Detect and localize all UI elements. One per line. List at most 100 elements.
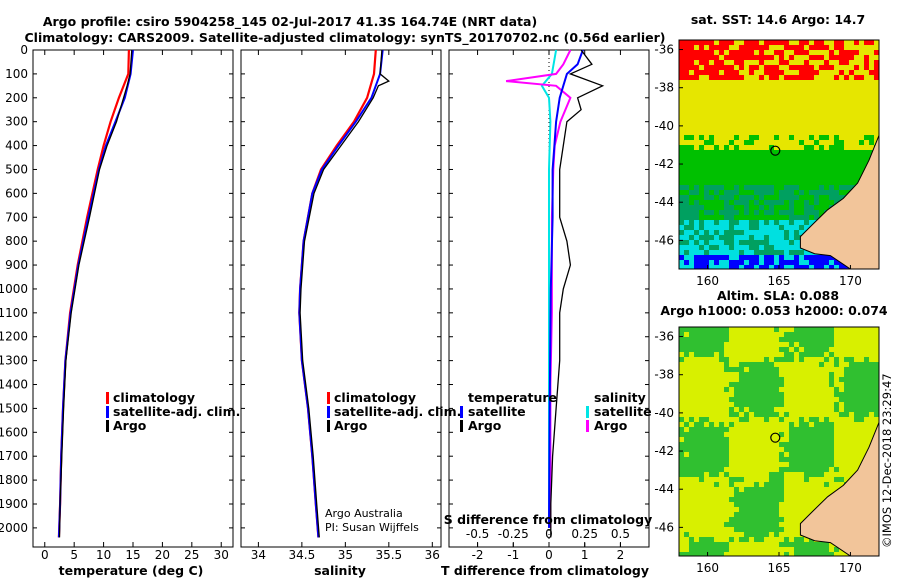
map-cell [714, 160, 719, 165]
map-cell [759, 45, 764, 50]
map-cell [804, 467, 809, 472]
map-cell [714, 165, 719, 170]
map-cell [839, 95, 844, 100]
map-cell [714, 467, 719, 472]
map-cell [724, 55, 729, 60]
map-cell [709, 327, 714, 332]
map-cell [719, 105, 724, 110]
map-cell [744, 472, 749, 477]
map-cell [799, 392, 804, 397]
map-cell [874, 362, 879, 367]
map-cell [764, 210, 769, 215]
map-cell [714, 437, 719, 442]
map-cell [844, 55, 849, 60]
map-cell [704, 155, 709, 160]
map-cell [719, 497, 724, 502]
map-cell [814, 155, 819, 160]
map-cell [834, 372, 839, 377]
map-cell [749, 60, 754, 65]
map-cell [849, 387, 854, 392]
map-cell [839, 392, 844, 397]
profile-satellite-adj-clim- [298, 49, 384, 538]
map-cell [774, 125, 779, 130]
map-cell [739, 432, 744, 437]
map-cell [774, 422, 779, 427]
map-cell [684, 135, 689, 140]
legend-swatch-climatology [106, 392, 109, 404]
lat-tick-label: -44 [654, 195, 674, 209]
map-cell [794, 240, 799, 245]
map-cell [679, 552, 684, 556]
map-cell [719, 140, 724, 145]
map-cell [779, 327, 784, 332]
map-cell [819, 407, 824, 412]
depth-tick-label: 1600 [0, 425, 28, 439]
map-cell [799, 50, 804, 55]
map-cell [689, 165, 694, 170]
map-cell [704, 387, 709, 392]
map-cell [689, 40, 694, 45]
map-cell [849, 437, 854, 442]
map-cell [714, 100, 719, 105]
map-cell [714, 327, 719, 332]
map-cell [759, 115, 764, 120]
map-cell [779, 115, 784, 120]
map-cell [814, 412, 819, 417]
map-cell [689, 427, 694, 432]
map-cell [834, 90, 839, 95]
map-cell [754, 372, 759, 377]
map-cell [849, 95, 854, 100]
map-cell [779, 145, 784, 150]
map-cell [724, 497, 729, 502]
map-cell [709, 492, 714, 497]
map-cell [694, 205, 699, 210]
map-cell [869, 110, 874, 115]
map-cell [699, 437, 704, 442]
map-cell [694, 70, 699, 75]
map-cell [779, 180, 784, 185]
map-cell [819, 70, 824, 75]
map-cell [739, 190, 744, 195]
map-cell [769, 50, 774, 55]
map-cell [794, 332, 799, 337]
map-cell [689, 442, 694, 447]
sst-map-title: sat. SST: 14.6 Argo: 14.7 [691, 12, 865, 27]
map-cell [784, 532, 789, 537]
map-cell [734, 225, 739, 230]
depth-axis: 0100200300400500600700800900100011001200… [0, 43, 649, 535]
map-cell [714, 135, 719, 140]
map-cell [819, 332, 824, 337]
map-cell [834, 427, 839, 432]
map-cell [694, 60, 699, 65]
map-cell [734, 165, 739, 170]
map-cell [859, 90, 864, 95]
map-cell [769, 482, 774, 487]
map-cell [794, 452, 799, 457]
map-cell [849, 432, 854, 437]
map-cell [829, 45, 834, 50]
map-cell [749, 477, 754, 482]
map-cell [804, 512, 809, 517]
map-cell [729, 552, 734, 556]
map-cell [729, 135, 734, 140]
map-cell [729, 427, 734, 432]
map-cell [789, 532, 794, 537]
map-cell [789, 100, 794, 105]
map-cell [814, 140, 819, 145]
map-cell [779, 250, 784, 255]
map-cell [759, 492, 764, 497]
map-cell [769, 165, 774, 170]
map-cell [859, 337, 864, 342]
map-cell [679, 115, 684, 120]
map-cell [759, 507, 764, 512]
map-cell [809, 115, 814, 120]
map-cell [774, 180, 779, 185]
map-cell [809, 85, 814, 90]
map-cell [749, 407, 754, 412]
map-cell [789, 90, 794, 95]
map-cell [729, 347, 734, 352]
map-cell [749, 205, 754, 210]
map-cell [734, 110, 739, 115]
map-cell [684, 260, 689, 265]
map-cell [804, 65, 809, 70]
